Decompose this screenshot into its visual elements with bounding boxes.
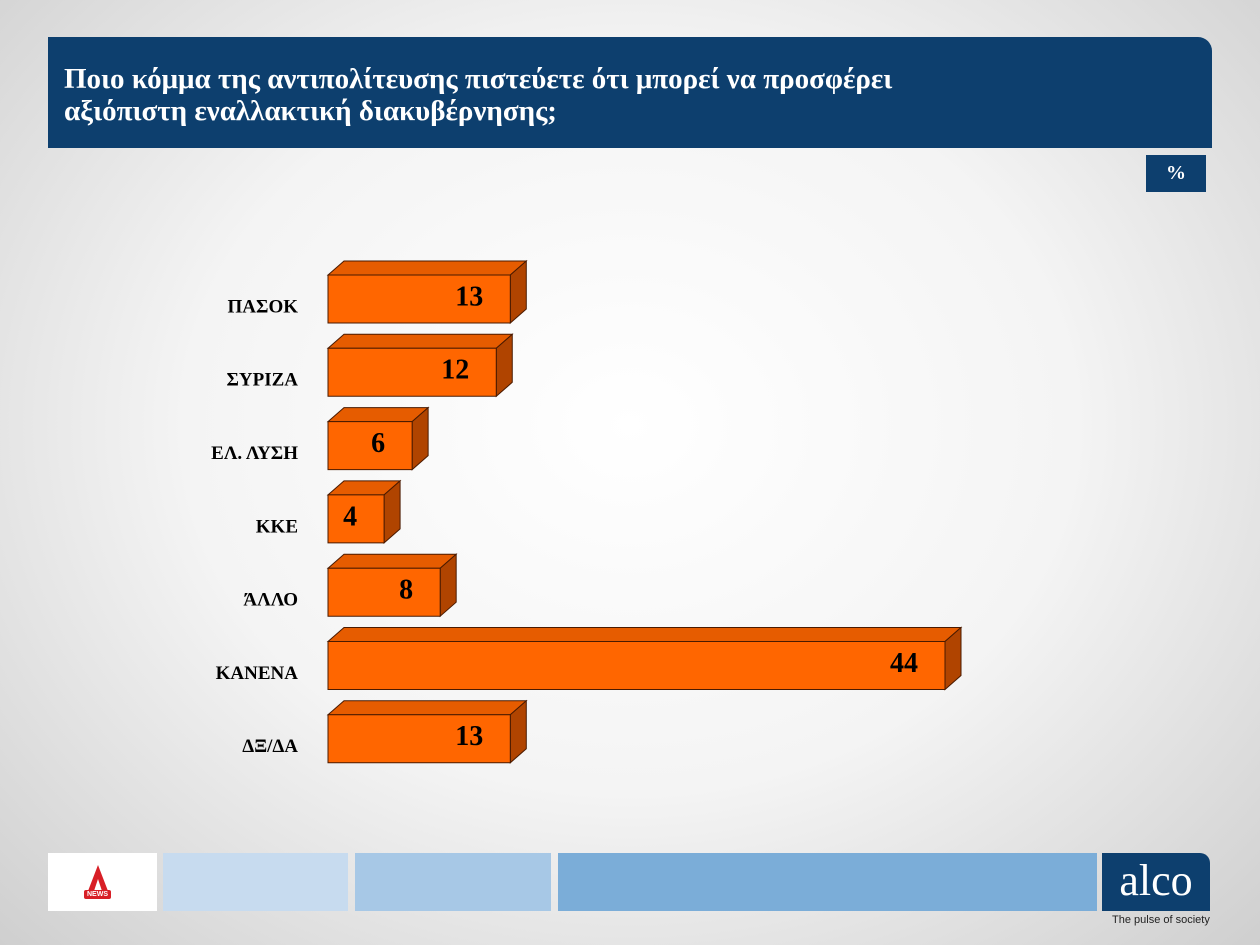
logo-box: [48, 853, 157, 911]
bar-top: [326, 260, 528, 276]
value-label: 6: [371, 428, 385, 459]
bar-front: [327, 347, 497, 397]
chart-title: Ποιο κόμμα της αντιπολίτευσης πιστεύετε …: [64, 63, 893, 127]
bar-top: [326, 553, 458, 569]
brand-logo: alco: [1102, 853, 1210, 911]
footer-band: [163, 853, 348, 911]
bar: [326, 553, 458, 618]
bar-top: [326, 407, 430, 423]
category-label: ΠΑΣΟΚ: [228, 296, 299, 317]
value-label: 8: [399, 575, 413, 606]
value-label: 13: [455, 721, 483, 752]
bar: [326, 479, 402, 545]
footer-band: [355, 853, 551, 911]
title-bar: Ποιο κόμμα της αντιπολίτευσης πιστεύετε …: [48, 37, 1212, 148]
bar-top: [326, 700, 528, 716]
value-label: 44: [890, 648, 918, 679]
news-label: NEWS: [84, 890, 111, 899]
bar-top: [326, 333, 514, 349]
bar-front: [327, 641, 946, 690]
bar: [326, 333, 514, 398]
category-label: ΆΛΛΟ: [243, 590, 298, 611]
bar-front: [327, 494, 385, 544]
bar-front: [327, 421, 413, 471]
category-label: ΚΑΝΕΝΑ: [216, 663, 299, 684]
bar-front: [327, 567, 441, 617]
bar: [326, 699, 528, 764]
category-label: ΣΥΡΙΖΑ: [226, 370, 298, 391]
bar: [326, 406, 430, 471]
bar: [326, 626, 963, 691]
bar-front: [327, 274, 511, 324]
value-label: 13: [455, 281, 483, 312]
footer-band: [558, 853, 1097, 911]
bar: [326, 259, 528, 325]
unit-badge: %: [1146, 155, 1206, 192]
alpha-logo: [88, 865, 108, 891]
bar-top: [326, 627, 963, 642]
category-label: ΚΚΕ: [256, 516, 298, 537]
category-label: ΕΛ. ΛΥΣΗ: [211, 443, 298, 464]
category-label: ΔΞ/ΔΑ: [242, 736, 298, 757]
value-label: 4: [343, 501, 357, 532]
bar-front: [327, 714, 511, 764]
value-label: 12: [441, 355, 469, 386]
tagline: The pulse of society: [1112, 914, 1210, 926]
